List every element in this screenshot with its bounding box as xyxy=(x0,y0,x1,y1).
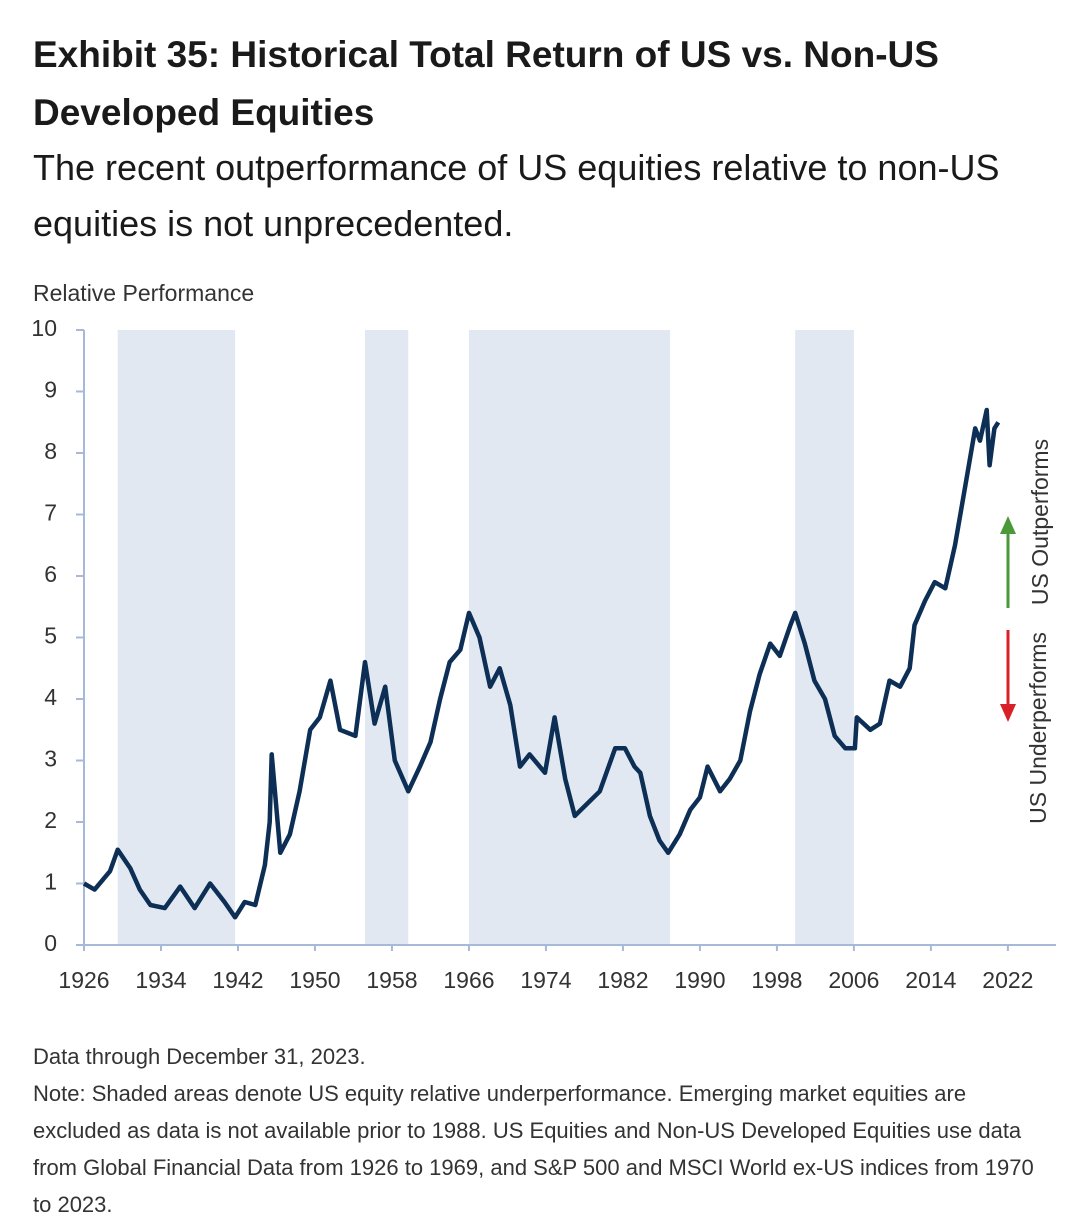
y-tick-label: 1 xyxy=(44,869,57,895)
arrow-up-head xyxy=(1000,516,1016,534)
x-tick-label: 1950 xyxy=(289,967,340,993)
arrow-down-head xyxy=(1000,704,1016,722)
y-tick-label: 6 xyxy=(44,561,57,587)
shaded-period xyxy=(117,330,236,945)
y-tick-label: 4 xyxy=(44,684,57,710)
shaded-period xyxy=(365,330,409,945)
y-axis-label: Relative Performance xyxy=(33,280,254,306)
x-tick-label: 1982 xyxy=(597,967,648,993)
x-tick-label: 1966 xyxy=(443,967,494,993)
y-tick-label: 8 xyxy=(44,438,57,464)
x-tick-label: 2022 xyxy=(982,967,1033,993)
footnotes: Data through December 31, 2023. Note: Sh… xyxy=(33,1038,1043,1223)
data-line xyxy=(82,407,1001,920)
chart-title: Exhibit 35: Historical Total Return of U… xyxy=(33,34,939,133)
x-tick-label: 1990 xyxy=(674,967,725,993)
y-tick-label: 3 xyxy=(44,746,57,772)
y-tick-label: 5 xyxy=(44,623,57,649)
x-tick-label: 1926 xyxy=(58,967,109,993)
y-tick-label: 0 xyxy=(44,930,57,956)
x-tick-label: 1942 xyxy=(212,967,263,993)
x-tick-label: 1998 xyxy=(751,967,802,993)
annotation: US Underperforms xyxy=(1025,632,1051,824)
y-tick-label: 2 xyxy=(44,807,57,833)
x-tick-label: 2006 xyxy=(828,967,879,993)
x-tick-label: 2014 xyxy=(905,967,956,993)
chart-subtitle: The recent outperformance of US equities… xyxy=(33,147,1000,244)
chart: Relative Performance 0 1 2 3 4 5 6 7 8 9 10 1926 193… xyxy=(31,280,1056,993)
x-tick-label: 1974 xyxy=(520,967,571,993)
y-tick-label: 7 xyxy=(44,500,57,526)
note: Note: Shaded areas denote US equity rela… xyxy=(33,1081,1034,1217)
source: Data through December 31, 2023. xyxy=(33,1044,366,1069)
shaded-period xyxy=(468,330,671,945)
x-tick-label: 1934 xyxy=(135,967,186,993)
x-tick-label: 1958 xyxy=(366,967,417,993)
annotation: US Outperforms xyxy=(1027,439,1053,605)
y-tick-label: 10 xyxy=(31,315,57,341)
y-tick-label: 9 xyxy=(44,377,57,403)
